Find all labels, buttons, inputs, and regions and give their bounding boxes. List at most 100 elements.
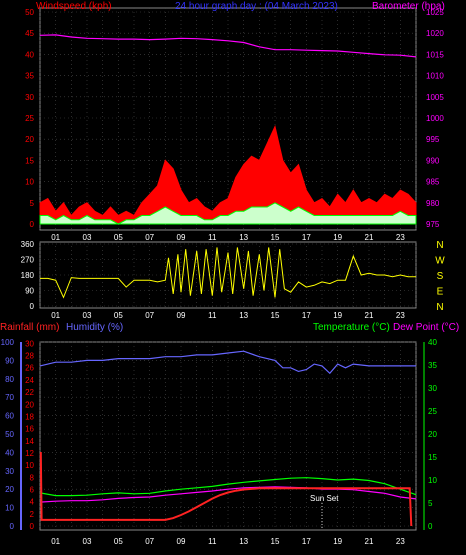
direction-series-line [40, 247, 416, 299]
x-tick-label: 17 [302, 537, 311, 546]
x-tick-label: 19 [333, 537, 342, 546]
x-tick-label: 23 [396, 233, 405, 242]
direction-panel-series [40, 247, 416, 299]
barometer-tick-label: 1025 [426, 8, 444, 17]
x-tick-label: 07 [145, 537, 154, 546]
x-tick-label: 01 [51, 537, 60, 546]
windspeed-tick-label: 15 [25, 156, 34, 165]
rainfall-series-line [39, 452, 413, 527]
direction-tick-label: 0 [30, 302, 35, 311]
windspeed-tick-label: 35 [25, 72, 34, 81]
temperature-axis-label: Temperature (°C) [313, 322, 390, 333]
windspeed-tick-label: 0 [30, 220, 35, 229]
direction-tick-label: 90 [25, 287, 34, 296]
barometer-tick-label: 995 [426, 135, 440, 144]
temperature-tick-label: 0 [428, 522, 433, 531]
rainfall-tick-label: 4 [30, 498, 35, 507]
wind-panel-series [39, 34, 417, 225]
temp-panel-axes: 0102030405060708090100024681012141618202… [1, 338, 438, 546]
x-tick-label: 05 [114, 233, 123, 242]
x-tick-label: 23 [396, 311, 405, 320]
direction-tick-label: 270 [21, 256, 35, 265]
barometer-tick-label: 1020 [426, 29, 444, 38]
humidity-tick-label: 90 [5, 356, 14, 365]
x-tick-label: 15 [271, 311, 280, 320]
x-tick-label: 07 [145, 311, 154, 320]
humidity-tick-label: 50 [5, 430, 14, 439]
x-tick-label: 07 [145, 233, 154, 242]
windspeed-tick-label: 10 [25, 178, 34, 187]
barometer-tick-label: 980 [426, 199, 440, 208]
sunset-annotation: Sun Set [310, 494, 339, 503]
x-tick-label: 09 [177, 537, 186, 546]
rainfall-axis-label: Rainfall (mm) [0, 322, 59, 333]
barometer-tick-label: 1010 [426, 72, 444, 81]
x-tick-label: 01 [51, 233, 60, 242]
x-tick-label: 13 [239, 233, 248, 242]
barometer-tick-label: 1015 [426, 50, 444, 59]
x-tick-label: 21 [365, 311, 374, 320]
barometer-tick-label: 975 [426, 220, 440, 229]
temperature-tick-label: 20 [428, 430, 437, 439]
humidity-tick-label: 0 [10, 522, 15, 531]
barometer-tick-label: 985 [426, 178, 440, 187]
x-tick-label: 03 [83, 537, 92, 546]
humidity-tick-label: 80 [5, 375, 14, 384]
barometer-tick-label: 1000 [426, 114, 444, 123]
x-tick-label: 17 [302, 233, 311, 242]
x-tick-label: 11 [208, 311, 217, 320]
windspeed-axis-label: Windspeed (kph) [36, 1, 112, 12]
humidity-series-line [39, 350, 416, 375]
x-tick-label: 13 [239, 311, 248, 320]
direction-tick-label: 180 [21, 271, 35, 280]
rainfall-tick-label: 20 [25, 400, 34, 409]
x-tick-label: 01 [51, 311, 60, 320]
temperature-tick-label: 15 [428, 453, 437, 462]
rainfall-tick-label: 24 [25, 376, 34, 385]
rainfall-tick-label: 30 [25, 339, 34, 348]
temperature-tick-label: 40 [428, 338, 437, 347]
wind-panel-axes: 0510152025303540455097598098599099510001… [25, 8, 444, 242]
rainfall-tick-label: 2 [30, 510, 35, 519]
temp-panel-grid [39, 341, 417, 530]
x-tick-label: 21 [365, 537, 374, 546]
temp-panel-series [39, 350, 417, 530]
windspeed-tick-label: 50 [25, 8, 34, 17]
windspeed-tick-label: 45 [25, 29, 34, 38]
barometer-tick-label: 1005 [426, 93, 444, 102]
compass-label: E [437, 287, 444, 298]
compass-label: S [437, 271, 444, 282]
x-tick-label: 17 [302, 311, 311, 320]
rainfall-tick-label: 22 [25, 388, 34, 397]
gust-series-area [39, 124, 417, 225]
x-tick-label: 13 [239, 537, 248, 546]
temperature-tick-label: 35 [428, 361, 437, 370]
rainfall-tick-label: 10 [25, 461, 34, 470]
x-tick-label: 03 [83, 311, 92, 320]
x-tick-label: 05 [114, 311, 123, 320]
x-tick-label: 19 [333, 311, 342, 320]
x-tick-label: 09 [177, 311, 186, 320]
x-tick-label: 03 [83, 233, 92, 242]
barometer-tick-label: 990 [426, 156, 440, 165]
humidity-tick-label: 70 [5, 393, 14, 402]
humidity-tick-label: 30 [5, 467, 14, 476]
windspeed-series-area [39, 202, 417, 225]
compass-label: W [435, 256, 445, 267]
x-tick-label: 21 [365, 233, 374, 242]
rainfall-tick-label: 12 [25, 449, 34, 458]
humidity-tick-label: 60 [5, 412, 14, 421]
rainfall-tick-label: 28 [25, 352, 34, 361]
dewpoint-axis-label: Dew Point (°C) [393, 322, 459, 333]
rainfall-tick-label: 18 [25, 412, 34, 421]
temperature-tick-label: 10 [428, 476, 437, 485]
x-tick-label: 23 [396, 537, 405, 546]
compass-label: N [436, 240, 443, 251]
temperature-series-line [39, 477, 417, 497]
x-tick-label: 15 [271, 537, 280, 546]
temperature-tick-label: 25 [428, 407, 437, 416]
rainfall-tick-label: 14 [25, 437, 34, 446]
